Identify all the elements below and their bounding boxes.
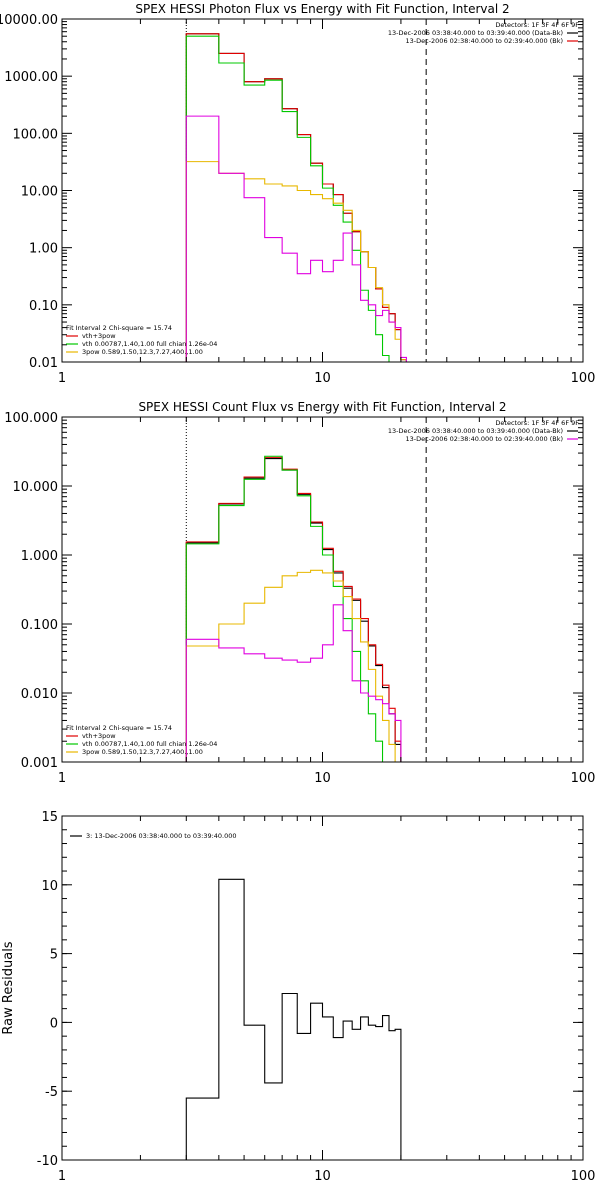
legend-label: vth+3pow: [82, 732, 116, 740]
header-text: Detectors: 1F 3F 4F 6F 9F: [495, 21, 579, 29]
x-tick-label: 1: [58, 771, 66, 786]
y-axis-label: Raw Residuals: [1, 941, 16, 1034]
series-line-3: [185, 35, 396, 362]
y-tick-label: 0.10: [29, 299, 58, 314]
fit-label: Fit Interval 2 Chi-square = 15.74: [66, 324, 172, 332]
x-tick-label: 10: [314, 1169, 331, 1184]
y-tick-label: 0: [50, 1016, 58, 1031]
chart-title: SPEX HESSI Photon Flux vs Energy with Fi…: [135, 2, 509, 16]
plot-area: [185, 417, 427, 762]
y-tick-label: 1.00: [29, 242, 58, 257]
chart-panel-3: 1 10 100 -10 -5 0 5 10 15 Raw Residuals 3: 13-Dec-…: [1, 810, 595, 1184]
chart-title: SPEX HESSI Count Flux vs Energy with Fit…: [138, 400, 506, 414]
series-line-3: [185, 455, 384, 762]
x-tick-label: 100: [571, 771, 596, 786]
x-tick-label: 10: [314, 771, 331, 786]
legend-label: 3pow 0.589,1.50,12.3,7.27,400.,1.00: [82, 748, 203, 756]
y-tick-label: 1.000: [21, 549, 58, 564]
series-line-4: [185, 569, 402, 762]
series-line-2: [185, 33, 407, 362]
x-tick-label: 1: [58, 371, 66, 386]
chart-panel-1: SPEX HESSI Photon Flux vs Energy with Fi…: [0, 2, 595, 386]
plot-frame: [61, 815, 584, 1161]
header-text: 13-Dec-2006 03:38:40.000 to 03:39:40.000…: [388, 427, 563, 435]
fit-label: Fit Interval 2 Chi-square = 15.74: [66, 724, 172, 732]
x-tick-label: 100: [571, 1169, 596, 1184]
plot-frame: [61, 416, 584, 763]
y-tick-label: 10.000: [13, 480, 59, 495]
y-tick-label: 100.00: [13, 127, 59, 142]
series-line-1: [185, 33, 407, 362]
y-tick-label: -10: [37, 1154, 58, 1169]
plot-frame: [61, 18, 584, 363]
header-text: 13-Dec-2006 02:38:40.000 to 02:39:40.000…: [406, 435, 564, 443]
y-tick-label: 10000.00: [0, 13, 58, 28]
legend-label: vth 0.00787,1.40,1.00 full chian 1.26e-0…: [82, 740, 217, 748]
x-tick-label: 10: [314, 371, 331, 386]
y-tick-label: 0.100: [21, 618, 58, 633]
header-text: 13-Dec-2006 02:38:40.000 to 02:39:40.000…: [406, 37, 564, 45]
plot-area: [185, 878, 402, 1160]
series-line-2: [185, 456, 402, 762]
series-line-4: [185, 161, 407, 362]
y-tick-label: 10.00: [21, 185, 58, 200]
series-line-5: [185, 115, 407, 362]
chart-panel-2: SPEX HESSI Count Flux vs Energy with Fit…: [4, 400, 595, 786]
y-tick-label: -5: [45, 1085, 58, 1100]
plot-area: [185, 19, 427, 362]
y-tick-label: 100.000: [4, 411, 58, 426]
header-text: Detectors: 1F 3F 4F 6F 9F: [495, 419, 579, 427]
series-line-5: [185, 604, 402, 762]
y-tick-label: 1000.00: [4, 70, 58, 85]
legend-label: vth 0.00787,1.40,1.00 full chian 1.26e-0…: [82, 340, 217, 348]
series-line-1: [185, 457, 402, 762]
y-tick-label: 10: [41, 879, 58, 894]
y-tick-label: 0.01: [29, 356, 58, 371]
legend-label: 3: 13-Dec-2006 03:38:40.000 to 03:39:40.…: [86, 832, 237, 840]
y-tick-label: 0.001: [21, 756, 58, 771]
x-tick-label: 1: [58, 1169, 66, 1184]
legend-label: vth+3pow: [82, 332, 116, 340]
y-tick-label: 15: [41, 810, 58, 825]
x-tick-label: 100: [571, 371, 596, 386]
series-line-1: [185, 878, 402, 1160]
y-tick-label: 0.010: [21, 687, 58, 702]
y-tick-label: 5: [50, 948, 58, 963]
header-text: 13-Dec-2006 03:38:40.000 to 03:39:40.000…: [388, 29, 563, 37]
legend-label: 3pow 0.589,1.50,12.3,7.27,400.,1.00: [82, 348, 203, 356]
